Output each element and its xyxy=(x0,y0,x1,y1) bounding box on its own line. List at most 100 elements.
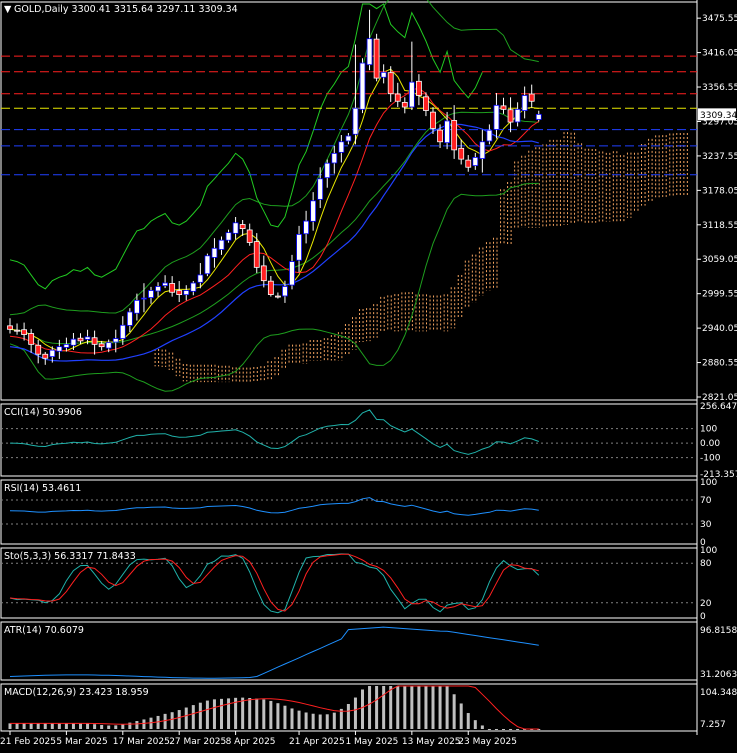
chikou-line xyxy=(9,3,483,290)
macd-bar xyxy=(318,714,322,729)
macd-bar xyxy=(184,707,188,729)
macd-bar xyxy=(410,686,414,729)
candle xyxy=(246,229,253,243)
macd-bar xyxy=(114,725,118,729)
candle xyxy=(77,337,84,342)
macd-bar xyxy=(346,704,350,729)
macd-bar xyxy=(332,712,336,729)
rsi-tick: 100 xyxy=(700,478,717,488)
sto-label: Sto(5,3,3) 56.3317 71.8433 xyxy=(4,551,136,562)
candle xyxy=(211,247,218,258)
macd-bar xyxy=(163,713,167,729)
macd-bar xyxy=(191,705,195,729)
atr-line xyxy=(9,626,539,679)
macd-bar xyxy=(43,723,47,729)
macd-bar xyxy=(205,700,209,729)
candle xyxy=(366,38,373,66)
macd-bar xyxy=(241,697,245,729)
candle xyxy=(190,282,197,292)
macd-bar xyxy=(198,702,202,729)
macd-bar xyxy=(459,703,463,729)
candle xyxy=(387,72,394,95)
x-tick-label: 8 Apr 2025 xyxy=(226,737,276,747)
candle xyxy=(521,95,528,111)
macd-bar xyxy=(177,710,181,729)
macd-bar xyxy=(100,724,104,729)
macd-bar xyxy=(29,723,33,729)
candle xyxy=(289,261,295,286)
candle xyxy=(70,338,77,346)
macd-bar xyxy=(368,686,372,729)
candle xyxy=(451,120,458,151)
candle xyxy=(274,295,281,298)
macd-bar xyxy=(325,714,329,729)
cci-tick: -213.3574 xyxy=(700,470,737,480)
candle xyxy=(218,239,225,250)
candle xyxy=(14,329,20,332)
candle xyxy=(260,265,267,282)
cci-tick: -100 xyxy=(700,454,721,464)
macd-bar xyxy=(212,699,216,729)
macd-bar xyxy=(480,725,484,729)
y-tick-label: 2940.05 xyxy=(702,324,737,334)
macd-bar xyxy=(156,715,160,729)
macd-bar xyxy=(227,698,231,729)
candle xyxy=(500,105,507,110)
candle xyxy=(126,311,133,326)
macd-bar xyxy=(396,686,400,729)
bollinger-lower xyxy=(9,182,539,392)
y-tick-label: 3356.55 xyxy=(702,83,737,93)
macd-bar xyxy=(424,686,428,729)
macd-bar xyxy=(107,725,111,729)
candle xyxy=(162,282,169,287)
atr-label: ATR(14) 70.6079 xyxy=(4,625,84,636)
candle xyxy=(423,96,429,111)
y-tick-label: 3178.05 xyxy=(702,186,737,196)
price-label-box xyxy=(698,108,736,121)
cci-label: CCI(14) 50.9906 xyxy=(4,407,82,418)
candle xyxy=(84,336,91,340)
sto-signal-line xyxy=(9,553,539,612)
y-tick-label: 2999.55 xyxy=(702,290,737,300)
macd-bar xyxy=(297,710,301,729)
candle xyxy=(119,324,126,339)
macd-bar xyxy=(22,723,26,729)
macd-bar xyxy=(290,708,294,729)
candle xyxy=(296,233,302,261)
y-tick-label: 3475.55 xyxy=(702,14,737,24)
macd-bar xyxy=(509,729,513,730)
y-tick-label: 3059.05 xyxy=(702,255,737,265)
macd-bar xyxy=(445,686,449,729)
candle xyxy=(507,109,514,123)
candle xyxy=(465,159,472,168)
macd-bar xyxy=(220,698,223,729)
macd-bar xyxy=(431,686,435,729)
candle xyxy=(42,353,49,359)
candle xyxy=(91,337,98,345)
macd-bar xyxy=(142,719,146,729)
macd-bar xyxy=(64,723,68,729)
macd-bar xyxy=(311,713,315,729)
rsi-line xyxy=(9,497,539,516)
candle xyxy=(133,299,140,314)
panel-frame-cci xyxy=(0,403,698,477)
macd-bar xyxy=(473,720,477,729)
ma-yellow xyxy=(9,68,539,352)
panel-frame-rsi xyxy=(0,479,698,545)
macd-bar xyxy=(452,694,456,729)
ichimoku-cloud xyxy=(154,132,688,383)
sto-tick: 100 xyxy=(700,546,717,556)
macd-bar xyxy=(86,723,90,729)
y-tick-label: 2821.05 xyxy=(702,393,737,403)
macd-bar xyxy=(128,722,132,729)
candle xyxy=(380,71,387,78)
rsi-tick: 0 xyxy=(700,538,706,548)
candle xyxy=(317,178,324,200)
macd-bar xyxy=(494,729,498,730)
y-tick-label: 3416.05 xyxy=(702,49,737,59)
collapse-icon: ▼ xyxy=(4,4,12,15)
ma-red xyxy=(9,87,540,354)
candle xyxy=(225,232,232,241)
